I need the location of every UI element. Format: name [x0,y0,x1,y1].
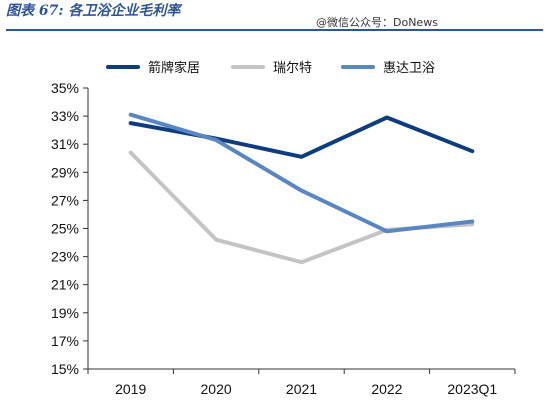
title-divider [6,29,543,31]
y-tick-label: 35% [51,80,79,96]
x-tick-label: 2020 [201,381,232,397]
y-tick-label: 23% [51,249,79,265]
series-line-3 [128,112,475,234]
legend-label: 惠达卫浴 [383,61,435,76]
y-tick-label: 29% [51,164,79,180]
y-tick-label: 31% [51,136,79,152]
series-line-1 [128,115,475,159]
x-tick-label: 2019 [115,381,146,397]
chart-axes: 15% 17% 19% 21% 23% 25% 27% 29% 31% 33% 35% 2019 202… [51,80,516,397]
chart-legend: 箭牌家居 瑞尔特 惠达卫浴 [106,60,435,76]
y-tick-label: 17% [51,333,79,349]
y-tick-label: 33% [51,108,79,124]
legend-label: 箭牌家居 [148,60,200,76]
legend-label: 瑞尔特 [273,61,312,76]
y-tick-label: 19% [51,305,79,321]
chart-series [128,112,475,265]
y-tick-label: 15% [51,361,79,377]
y-tick-label: 25% [51,221,79,237]
x-tick-label: 2023Q1 [447,381,497,397]
x-tick-label: 2021 [286,381,317,397]
y-tick-label: 21% [51,277,79,293]
watermark: @微信公众号：DoNews [316,16,438,29]
x-tick-label: 2022 [371,381,402,397]
y-tick-label: 27% [51,192,79,208]
series-line-2 [128,150,475,265]
figure-title: 图表 67: 各卫浴企业毛利率 [6,3,181,19]
